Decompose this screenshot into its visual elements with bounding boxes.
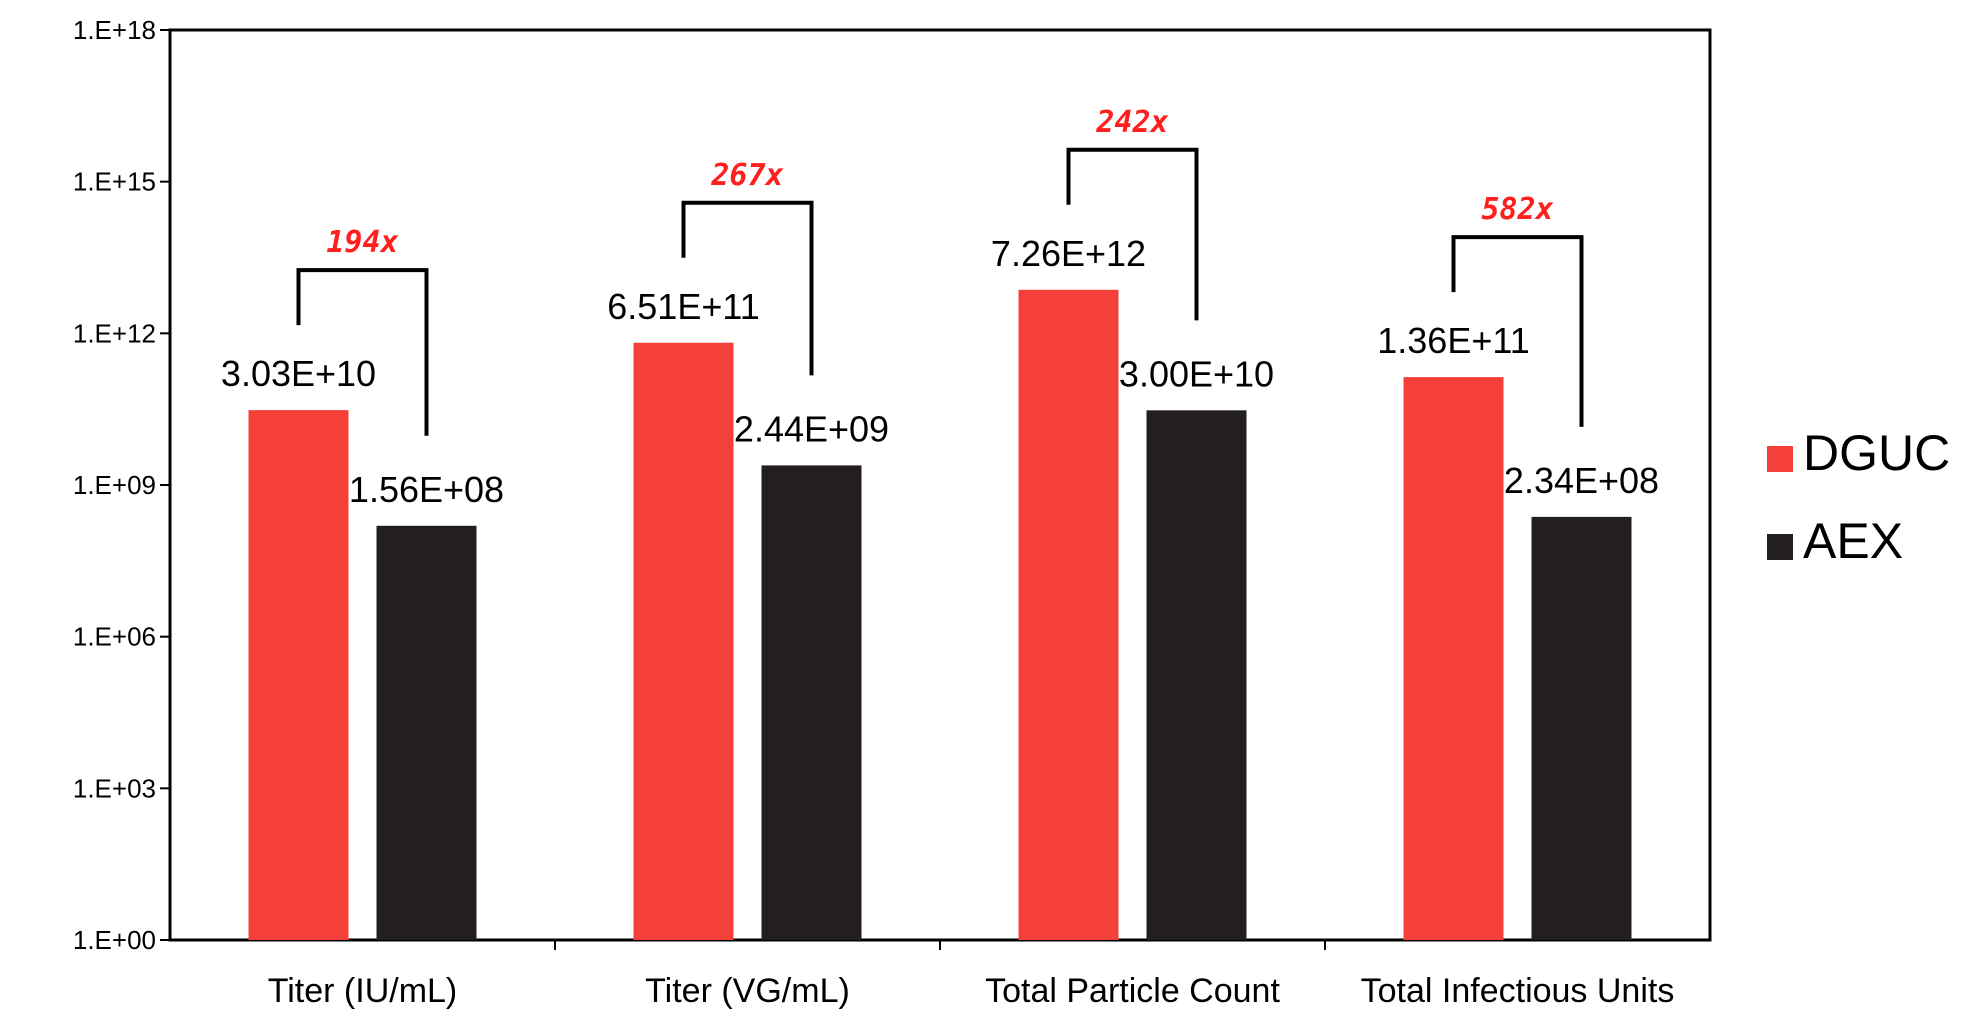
bar-value-label: 6.51E+11	[607, 286, 759, 327]
x-category-label: Titer (IU/mL)	[268, 972, 458, 1010]
bar-dguc	[1403, 377, 1504, 940]
bar-value-label: 3.00E+10	[1119, 353, 1274, 394]
ratio-bracket	[296, 268, 429, 436]
y-axis: 1.E+00 1.E+03 1.E+06 1.E+09 1.E+12 1.E+15 1.E+…	[73, 15, 170, 955]
bar-aex	[376, 525, 477, 940]
ratio-bracket	[1066, 147, 1199, 321]
bar-aex	[1146, 410, 1247, 940]
ratio-label: 242x	[1095, 105, 1168, 140]
ratio-label: 194x	[326, 225, 398, 260]
bars: 3.03E+10 1.56E+08 6.51E+11 2.44E+09 7.26E+12…	[221, 233, 1659, 941]
legend: DGUC AEX	[1767, 425, 1950, 569]
x-category-label: Total Infectious Units	[1361, 972, 1675, 1010]
legend-label-aex: AEX	[1803, 513, 1903, 569]
bar-dguc	[1018, 289, 1119, 940]
bar-dguc	[633, 342, 734, 941]
bar-value-label: 2.44E+09	[734, 408, 889, 449]
legend-label-dguc: DGUC	[1803, 425, 1950, 481]
ratio-bracket	[681, 200, 814, 376]
y-tick-label: 1.E+15	[73, 167, 156, 197]
y-tick-label: 1.E+03	[73, 773, 156, 803]
x-axis: Titer (IU/mL) Titer (VG/mL) Total Particle…	[268, 940, 1675, 1010]
bar-value-label: 1.56E+08	[349, 469, 504, 510]
y-tick-label: 1.E+06	[73, 622, 156, 652]
y-tick-label: 1.E+18	[73, 15, 156, 45]
bar-value-label: 7.26E+12	[991, 233, 1146, 274]
ratio-annotations: 194x 267x 242x 582x	[296, 105, 1584, 436]
y-tick-label: 1.E+12	[73, 318, 156, 348]
bar-aex	[761, 465, 862, 940]
legend-swatch-aex	[1767, 534, 1793, 560]
bar-value-label: 1.36E+11	[1377, 320, 1529, 361]
ratio-bracket	[1451, 235, 1584, 427]
bar-dguc	[248, 410, 349, 940]
y-tick-label: 1.E+09	[73, 470, 156, 500]
ratio-label: 582x	[1481, 192, 1553, 227]
ratio-label: 267x	[710, 158, 783, 193]
bar-aex	[1531, 516, 1632, 940]
legend-swatch-dguc	[1767, 446, 1793, 472]
x-category-label: Total Particle Count	[985, 972, 1280, 1010]
bar-value-label: 3.03E+10	[221, 353, 376, 394]
y-tick-label: 1.E+00	[73, 925, 156, 955]
bar-value-label: 2.34E+08	[1504, 460, 1659, 501]
x-category-label: Titer (VG/mL)	[645, 972, 850, 1010]
